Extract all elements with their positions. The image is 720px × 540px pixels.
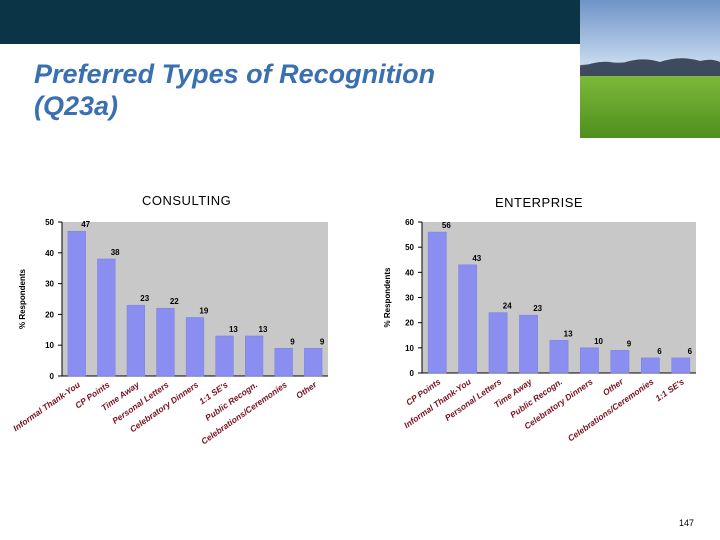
enterprise-bar — [549, 340, 569, 374]
enterprise-y-tick-label: 60 — [405, 218, 414, 227]
enterprise-y-tick-label: 10 — [405, 344, 414, 353]
page-title-line-1: Preferred Types of Recognition — [34, 59, 436, 89]
enterprise-bar — [610, 350, 630, 374]
consulting-bar-value-label: 9 — [320, 337, 325, 346]
consulting-bar-value-label: 22 — [170, 297, 179, 306]
enterprise-bar — [671, 357, 691, 374]
consulting-bar-value-label: 19 — [199, 306, 208, 315]
consulting-y-tick-label: 50 — [45, 218, 54, 227]
consulting-bar-value-label: 47 — [81, 220, 90, 229]
consulting-bar — [67, 230, 86, 377]
consulting-category-label: Other — [294, 379, 319, 401]
consulting-bar — [126, 304, 146, 377]
enterprise-y-axis-label: % Respondents — [383, 267, 392, 328]
consulting-bar-value-label: 13 — [259, 325, 268, 334]
enterprise-category-label: Other — [601, 376, 626, 398]
enterprise-y-tick-label: 0 — [410, 369, 415, 378]
consulting-bar-value-label: 13 — [229, 325, 238, 334]
consulting-bar — [185, 317, 205, 377]
consulting-bar-value-label: 23 — [140, 294, 149, 303]
title-band — [0, 44, 580, 138]
consulting-bar-value-label: 38 — [111, 248, 120, 257]
enterprise-bar-value-label: 43 — [472, 254, 481, 263]
enterprise-chart-title: ENTERPRISE — [495, 195, 584, 210]
enterprise-bar — [488, 312, 508, 374]
page-title: Preferred Types of Recognition (Q23a) — [34, 58, 574, 122]
consulting-y-tick-label: 30 — [45, 280, 54, 289]
page-title-line-2: (Q23a) — [34, 91, 119, 121]
consulting-y-tick-label: 40 — [45, 249, 54, 258]
consulting-y-tick-label: 0 — [50, 372, 55, 381]
consulting-bar — [97, 258, 116, 377]
page-number: 147 — [678, 518, 694, 528]
enterprise-bar-value-label: 13 — [564, 329, 573, 338]
enterprise-category-label: 1:1 SE's — [653, 376, 686, 403]
enterprise-y-tick-label: 40 — [405, 268, 414, 277]
enterprise-bar — [458, 264, 478, 374]
enterprise-bar — [580, 347, 599, 374]
enterprise-bar-value-label: 10 — [594, 337, 603, 346]
enterprise-bar — [519, 314, 538, 374]
consulting-bar — [156, 307, 175, 377]
consulting-bar — [244, 335, 264, 377]
enterprise-bar-value-label: 23 — [533, 304, 542, 313]
crowd-on-grass-photo — [580, 0, 720, 138]
consulting-bar-chart: 0 10 20 30 40 50 % Respondents 47 Informal Thank… — [11, 218, 328, 446]
enterprise-bar-value-label: 9 — [627, 339, 632, 348]
enterprise-y-tick-label: 20 — [405, 319, 414, 328]
consulting-bar — [215, 335, 234, 377]
enterprise-bar-value-label: 6 — [688, 347, 693, 356]
enterprise-y-tick-label: 50 — [405, 243, 414, 252]
enterprise-bar — [640, 357, 660, 374]
consulting-bar — [304, 348, 323, 377]
enterprise-bar-value-label: 56 — [442, 221, 451, 230]
consulting-bar-value-label: 9 — [290, 337, 295, 346]
enterprise-bar-value-label: 24 — [503, 302, 512, 311]
enterprise-bar — [427, 231, 447, 374]
enterprise-y-tick-label: 30 — [405, 294, 414, 303]
consulting-y-tick-label: 20 — [45, 310, 54, 319]
consulting-chart-title: CONSULTING — [142, 193, 232, 208]
consulting-category-label: Informal Thank-You — [11, 379, 83, 433]
consulting-y-tick-label: 10 — [45, 341, 54, 350]
consulting-y-axis-label: % Respondents — [18, 268, 27, 329]
enterprise-bar-value-label: 6 — [657, 347, 662, 356]
consulting-bar — [274, 348, 293, 377]
